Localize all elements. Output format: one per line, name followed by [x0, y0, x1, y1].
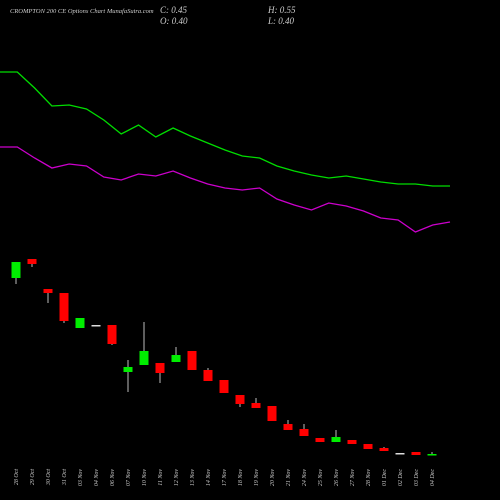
candle-body [139, 351, 149, 365]
chart-title: CROMPTON 200 CE Options Chart MunafaSutr… [10, 8, 154, 15]
candle-body [91, 325, 101, 327]
candle-body [11, 262, 21, 278]
ma-line [0, 71, 450, 187]
candle-body [299, 429, 309, 436]
info-low: L: 0.40 [267, 16, 295, 26]
candle-body [411, 452, 421, 455]
candle-body [395, 453, 405, 455]
candle-body [427, 454, 437, 456]
x-tick-label: 03 Dec [414, 469, 420, 486]
x-tick-label: 14 Nov [205, 469, 212, 487]
candle-body [283, 424, 293, 430]
info-high: H: 0.55 [267, 5, 296, 15]
candle-body [251, 403, 261, 408]
x-tick-label: 06 Nov [110, 469, 116, 487]
candle-body [331, 437, 341, 442]
x-tick-label: 27 Nov [350, 469, 356, 487]
x-tick-label: 31 Oct [62, 469, 68, 486]
x-tick-label: 02 Dec [398, 469, 404, 486]
candle-body [203, 370, 213, 381]
x-tick-label: 20 Nov [270, 469, 276, 487]
x-tick-label: 19 Nov [254, 469, 260, 487]
x-tick-label: 07 Nov [126, 469, 132, 487]
x-tick-label: 28 Nov [366, 469, 372, 487]
candle-body [27, 259, 37, 264]
info-close: C: 0.45 [160, 5, 188, 15]
x-tick-label: 26 Nov [334, 469, 340, 487]
candle-body [155, 363, 165, 373]
x-tick-label: 04 Nov [93, 469, 100, 487]
candle-body [59, 293, 69, 321]
x-tick-label: 12 Nov [174, 469, 180, 487]
x-tick-label: 24 Nov [301, 469, 308, 487]
x-tick-label: 13 Nov [190, 469, 196, 487]
candle-body [43, 289, 53, 293]
candle-body [267, 406, 277, 421]
x-tick-label: 30 Oct [46, 469, 52, 486]
x-tick-label: 29 Oct [30, 469, 36, 485]
candle-body [219, 380, 229, 393]
candle-body [347, 440, 357, 444]
candle-body [107, 325, 117, 344]
x-tick-label: 04 Dec [429, 469, 436, 486]
candle-body [235, 395, 245, 404]
ma-line [0, 146, 451, 233]
info-open: O: 0.40 [160, 16, 188, 26]
x-tick-label: 18 Nov [238, 469, 244, 487]
x-tick-label: 03 Nov [78, 469, 84, 487]
candle-body [75, 318, 85, 328]
x-tick-label: 10 Nov [142, 469, 148, 487]
candle-body [315, 438, 325, 442]
candle-body [363, 444, 373, 449]
candle-body [187, 351, 197, 370]
x-tick-label: 21 Nov [286, 469, 292, 487]
x-tick-label: 01 Dec [382, 469, 388, 486]
x-tick-label: 11 Nov [158, 469, 164, 486]
x-tick-label: 17 Nov [222, 469, 228, 487]
candle-body [379, 448, 389, 451]
x-tick-label: 25 Nov [318, 469, 324, 487]
candle-body [123, 367, 133, 372]
x-tick-label: 28 Oct [14, 469, 20, 485]
candle-body [171, 355, 181, 362]
